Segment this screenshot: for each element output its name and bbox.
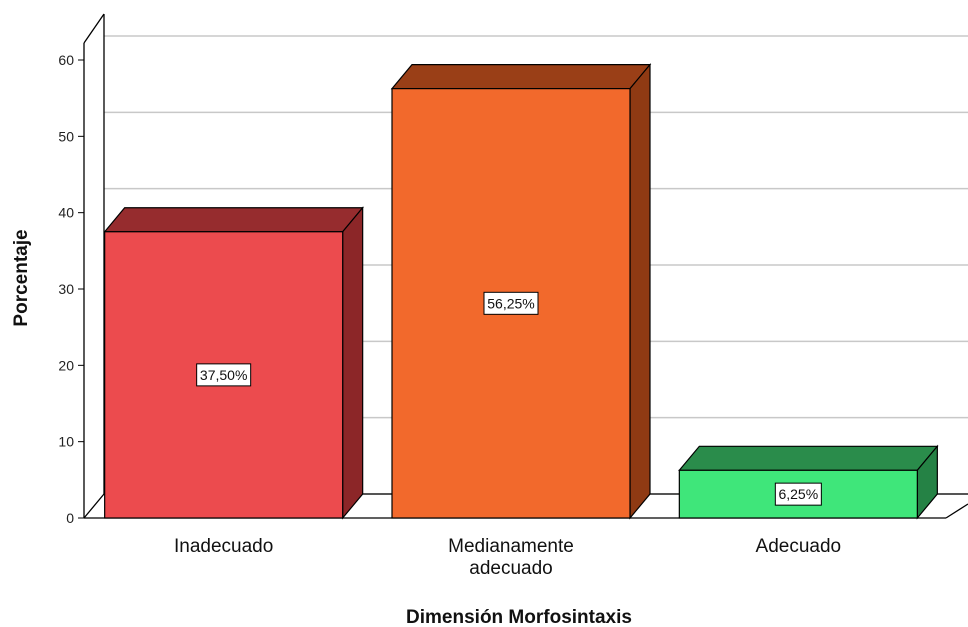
data-label: 6,25% [778, 486, 818, 502]
label-layer: 37,50% Inadecuado 56,25% Medianamenteadecua… [174, 291, 842, 579]
y-axis-title: Porcentaje [11, 229, 32, 326]
x-tick-label: Medianamente [448, 536, 574, 557]
bar-top-face [390, 64, 652, 90]
x-tick-label: Inadecuado [174, 536, 273, 557]
y-tick-label: 50 [58, 128, 74, 144]
bar-top-face [678, 445, 939, 471]
x-axis-title: Dimensión Morfosintaxis [406, 607, 632, 627]
bar-top-face [103, 207, 364, 233]
y-tick-label: 20 [58, 357, 74, 373]
data-label-box [483, 291, 539, 315]
data-label: 37,50% [200, 367, 247, 383]
data-label-box [774, 482, 822, 506]
bar-side-face [629, 62, 651, 520]
x-tick-label: adecuado [469, 558, 552, 579]
x-tick-label: Adecuado [756, 536, 842, 557]
y-tick-label: 30 [58, 281, 74, 297]
y-tick-label: 60 [58, 52, 74, 68]
left-wall-top-edge [83, 13, 105, 44]
y-tick-label: 0 [66, 510, 74, 526]
floor-right-edge [945, 503, 968, 519]
bar-layer [103, 62, 939, 520]
y-tick-label: 10 [58, 434, 74, 450]
y-tick-label: 40 [58, 205, 74, 221]
bar-side-face [342, 206, 364, 520]
data-label-box [196, 363, 252, 387]
data-label: 56,25% [487, 295, 534, 311]
